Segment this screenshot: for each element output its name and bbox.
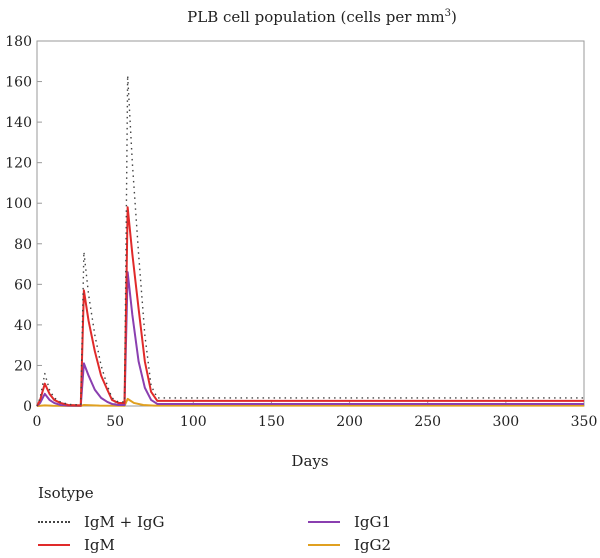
series-line-igg2 xyxy=(36,397,584,407)
legend-item-igg2: IgG2 xyxy=(308,536,391,554)
x-tick-label: 300 xyxy=(492,414,519,430)
series-line-igm xyxy=(36,206,584,407)
chart-title-suffix: ) xyxy=(451,8,457,26)
y-tick-label: 40 xyxy=(14,318,32,334)
legend-swatch-igg1 xyxy=(308,521,340,523)
x-tick-label: 0 xyxy=(33,414,42,430)
y-tick-label: 140 xyxy=(5,115,32,131)
legend-label-igg1: IgG1 xyxy=(354,513,392,531)
plot-area xyxy=(36,40,585,407)
y-tick-label: 60 xyxy=(14,277,32,293)
series-line-igg1 xyxy=(36,271,584,407)
x-axis-label: Days xyxy=(291,452,328,470)
legend-item-igg1: IgG1 xyxy=(308,513,391,531)
chart-title-superscript: 3 xyxy=(445,8,451,19)
y-tick-label: 20 xyxy=(14,358,32,374)
y-tick-label: 120 xyxy=(5,156,32,172)
y-tick-label: 0 xyxy=(23,399,32,415)
series-line-igm-igg xyxy=(36,74,584,407)
legend: Isotype IgM + IgG IgM IgG1 IgG2 xyxy=(0,480,600,558)
x-tick-label: 100 xyxy=(180,414,207,430)
y-tick-label: 100 xyxy=(5,196,32,212)
line-chart: PLB cell population (cells per mm3) 0 20 4… xyxy=(5,8,598,470)
legend-label-igg2: IgG2 xyxy=(354,536,392,554)
legend-item-igm-igg: IgM + IgG xyxy=(38,513,165,531)
y-tick-label: 80 xyxy=(14,237,32,253)
legend-swatch-igm xyxy=(38,544,70,546)
x-tick-label: 50 xyxy=(106,414,124,430)
y-tick-label: 160 xyxy=(5,75,32,91)
chart-title: PLB cell population (cells per mm3) xyxy=(187,8,457,26)
legend-label-igm-igg: IgM + IgG xyxy=(84,513,165,531)
legend-title: Isotype xyxy=(38,484,94,502)
legend-label-igm: IgM xyxy=(84,536,115,554)
legend-swatch-igg2 xyxy=(308,544,340,546)
legend-swatch-igm-igg xyxy=(38,521,70,523)
legend-item-igm: IgM xyxy=(38,536,115,554)
x-tick-label: 350 xyxy=(571,414,598,430)
y-tick-label: 180 xyxy=(5,34,32,50)
x-tick-label: 150 xyxy=(258,414,285,430)
x-tick-label: 250 xyxy=(414,414,441,430)
x-tick-label: 200 xyxy=(336,414,363,430)
